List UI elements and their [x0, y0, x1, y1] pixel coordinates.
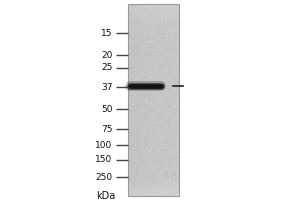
Text: 250: 250: [95, 172, 112, 182]
Text: 50: 50: [101, 104, 112, 114]
Text: 150: 150: [95, 156, 112, 164]
Text: 15: 15: [101, 28, 112, 38]
Text: 100: 100: [95, 140, 112, 149]
Bar: [128, 4, 179, 196]
Text: 37: 37: [101, 83, 112, 92]
Text: 25: 25: [101, 64, 112, 72]
Text: 20: 20: [101, 50, 112, 60]
Text: 75: 75: [101, 124, 112, 134]
Text: kDa: kDa: [96, 191, 116, 200]
